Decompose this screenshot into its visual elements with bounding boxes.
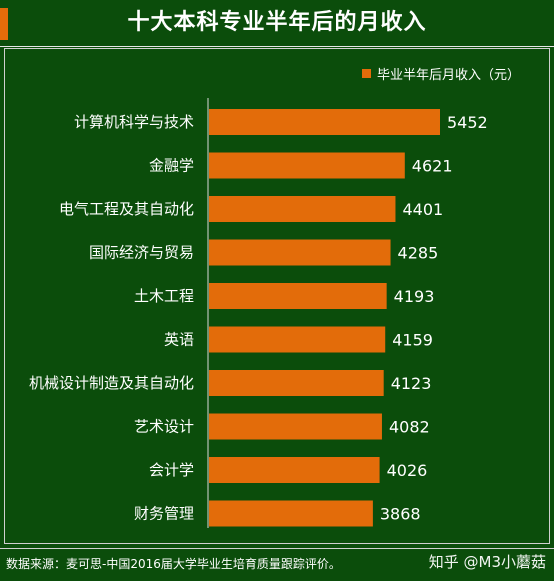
data-label: 4123 [391,374,432,393]
category-label: 英语 [164,331,194,349]
chart-title: 十大本科专业半年后的月收入 [127,10,427,35]
bar [209,500,373,527]
data-label: 4285 [398,244,439,263]
data-label: 4401 [402,200,443,219]
bar [209,370,384,396]
category-label: 国际经济与贸易 [89,244,194,262]
source-note: 数据来源：麦可思-中国2016届大学毕业生培育质量跟踪评价。 [6,557,341,571]
bar [209,152,405,179]
data-label: 4159 [392,331,433,350]
plot-area [4,48,550,544]
data-label: 4026 [387,461,428,480]
category-label: 金融学 [149,157,194,175]
title-accent [0,8,8,40]
watermark: 知乎 @M3小蘑菇 [428,553,546,571]
bar [209,326,386,353]
data-label: 4082 [389,418,430,437]
bar [209,283,387,309]
category-label: 电气工程及其自动化 [59,200,194,218]
footer: 数据来源：麦可思-中国2016届大学毕业生培育质量跟踪评价。 知乎 @M3小蘑菇 [0,548,554,581]
legend: 毕业半年后月收入（元） [361,64,520,83]
bar [209,196,396,222]
category-label: 会计学 [149,461,194,479]
category-label: 计算机科学与技术 [74,113,194,131]
bar [209,239,391,266]
bar [209,457,380,483]
data-label: 4193 [394,287,435,306]
legend-swatch [361,69,371,78]
category-label: 土木工程 [134,287,194,305]
category-label: 艺术设计 [134,418,194,436]
data-label: 4621 [412,157,453,176]
legend-label: 毕业半年后月收入（元） [376,68,520,83]
category-label: 机械设计制造及其自动化 [29,374,194,392]
data-label: 3868 [380,505,421,524]
bar [209,413,382,440]
title-bar: 十大本科专业半年后的月收入 [0,0,554,47]
data-label: 5452 [447,113,488,132]
bar [209,109,440,135]
category-label: 财务管理 [134,505,194,523]
